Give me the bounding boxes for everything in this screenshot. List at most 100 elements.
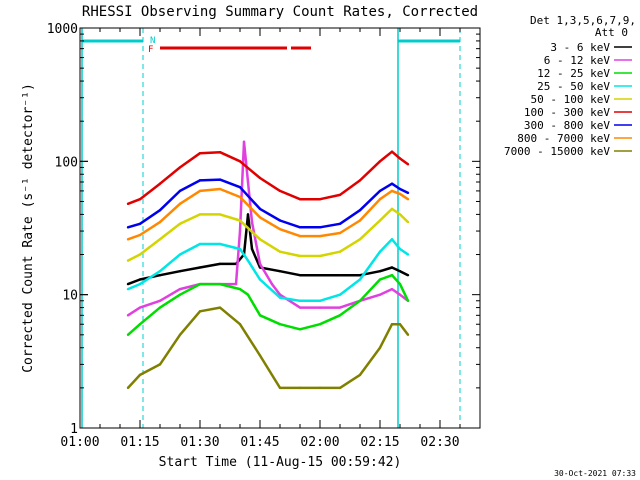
series-point — [318, 386, 322, 390]
series-point — [406, 273, 410, 277]
series-point — [138, 282, 142, 286]
series-point — [158, 182, 162, 185]
series-point — [358, 273, 362, 277]
series-point — [238, 160, 242, 163]
series-point — [318, 299, 322, 302]
legend-header-line-1: Det 1,3,5,6,7,9, — [530, 14, 636, 27]
series-point — [398, 157, 402, 160]
series-point — [246, 180, 250, 184]
series-point — [250, 220, 254, 224]
series-point — [338, 386, 342, 390]
series-point — [390, 182, 394, 185]
series-line — [127, 207, 409, 262]
series-point — [358, 299, 362, 302]
series-point — [390, 238, 394, 241]
series-point — [258, 314, 262, 317]
series-point — [198, 242, 202, 246]
series-point — [278, 189, 282, 193]
series-point — [390, 207, 394, 211]
series-point — [278, 296, 282, 299]
series-point — [278, 219, 282, 222]
series-point — [178, 253, 182, 256]
series-point — [358, 373, 362, 377]
series-point — [258, 207, 262, 211]
series-point — [406, 253, 410, 256]
series-point — [278, 293, 282, 296]
series-line — [127, 213, 409, 286]
series-point — [398, 247, 402, 251]
series-point — [398, 192, 402, 196]
series-point — [318, 323, 322, 326]
series-point — [318, 273, 322, 277]
series-point — [278, 227, 282, 231]
series-point — [298, 197, 302, 201]
series-point — [298, 273, 302, 277]
series-point — [298, 328, 302, 331]
series-point — [298, 299, 302, 302]
legend-entry-label: 50 - 100 keV — [531, 93, 611, 106]
series-point — [298, 226, 302, 229]
series-point — [398, 323, 402, 326]
x-tick-label: 02:00 — [300, 435, 339, 450]
series-point — [138, 222, 142, 226]
series-point — [390, 150, 394, 153]
series-point — [278, 269, 282, 273]
series-point — [242, 140, 246, 144]
series-point — [298, 234, 302, 238]
y-axis-label: Corrected Count Rate (s⁻¹ detector⁻¹) — [21, 83, 36, 373]
series-point — [338, 222, 342, 226]
chart-title: RHESSI Observing Summary Count Rates, Co… — [82, 4, 478, 20]
series-point — [258, 238, 262, 241]
plot-area: NF — [81, 28, 461, 428]
series-point — [138, 197, 142, 201]
x-tick-label: 01:30 — [180, 435, 219, 450]
series-point — [338, 273, 342, 277]
series-point — [198, 152, 202, 155]
series-point — [238, 229, 242, 233]
series-point — [398, 269, 402, 273]
series-point — [318, 226, 322, 229]
y-tick-label: 1000 — [47, 22, 78, 37]
series-point — [378, 197, 382, 201]
x-tick-label: 02:15 — [360, 435, 399, 450]
series-point — [338, 306, 342, 309]
series-point — [318, 254, 322, 258]
series-point — [126, 238, 130, 241]
series-point — [218, 178, 222, 181]
series-point — [378, 293, 382, 296]
series-point — [338, 231, 342, 235]
series-point — [158, 273, 162, 277]
series-point — [246, 293, 250, 296]
series-point — [378, 278, 382, 281]
series-point — [358, 179, 362, 182]
series-point — [178, 269, 182, 273]
series-point — [258, 262, 262, 266]
series-point — [158, 363, 162, 366]
legend-entry-label: 6 - 12 keV — [544, 54, 611, 67]
series-point — [234, 282, 238, 286]
series-point — [318, 306, 322, 309]
series-point — [126, 333, 130, 337]
series-point — [250, 247, 254, 251]
series-line — [127, 150, 409, 205]
series-point — [298, 254, 302, 258]
series-point — [390, 323, 394, 326]
series-point — [126, 226, 130, 229]
series-point — [318, 197, 322, 201]
series-point — [158, 209, 162, 212]
y-tick-label: 1 — [70, 422, 78, 437]
series-point — [218, 282, 222, 286]
legend-entry-label: 3 - 6 keV — [550, 41, 610, 54]
series-point — [358, 278, 362, 281]
series-point — [378, 219, 382, 222]
series-point — [390, 189, 394, 193]
series-line — [127, 238, 409, 303]
x-tick-label: 01:15 — [120, 435, 159, 450]
series-point — [126, 202, 130, 206]
series-point — [138, 278, 142, 281]
series-point — [406, 299, 410, 302]
flag-label-f: F — [148, 45, 153, 55]
series-point — [390, 287, 394, 291]
